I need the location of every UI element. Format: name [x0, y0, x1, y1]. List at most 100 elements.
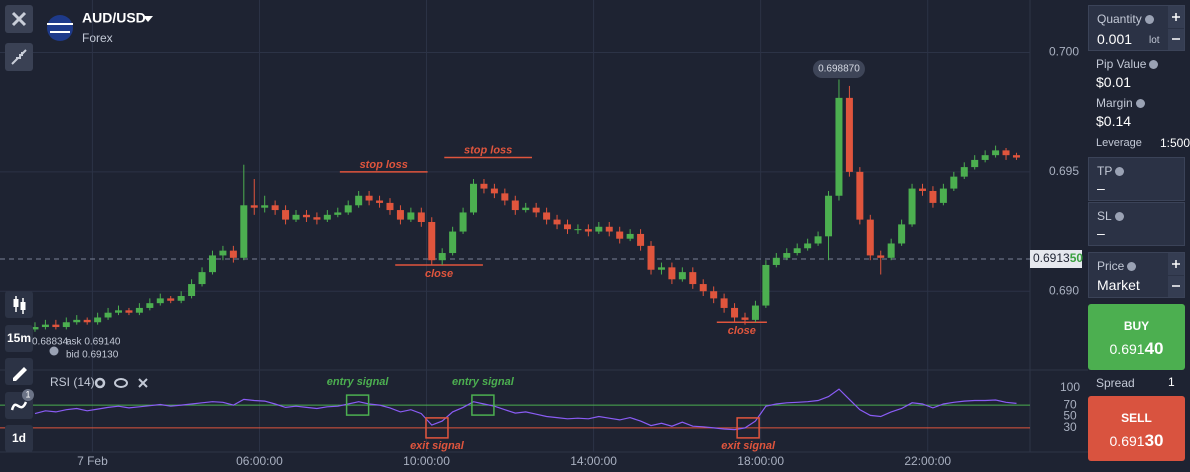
settings-icon[interactable] — [94, 377, 106, 389]
candle-body — [731, 307, 739, 318]
spread-label: Spread — [1096, 376, 1135, 390]
candle-body — [668, 267, 676, 280]
close-icon — [11, 11, 27, 27]
candle-body — [490, 188, 498, 194]
candle-body — [626, 233, 634, 239]
x-tick-label: 06:00:00 — [236, 454, 283, 468]
sl-value: – — [1097, 225, 1105, 241]
visibility-icon[interactable] — [114, 378, 128, 388]
candle-body — [417, 212, 425, 222]
candle-body — [240, 205, 248, 258]
buy-button[interactable]: BUY 0.69140 — [1088, 304, 1185, 370]
annotation-label: close — [425, 268, 453, 280]
price-plus[interactable] — [1168, 253, 1184, 275]
symbol[interactable]: AUD/USD — [82, 10, 146, 26]
candle-body — [522, 207, 530, 211]
annotation-label: stop loss — [464, 144, 512, 156]
candle-body — [981, 155, 989, 160]
bid-price: bid 0.69130 — [66, 350, 119, 361]
help-icon[interactable] — [49, 346, 59, 356]
signal-label: exit signal — [721, 440, 776, 452]
sell-price-pips: 30 — [1144, 431, 1164, 450]
plot-area: 0.690 0.695 0.700 7 Feb 06:00:00 10:00:00 14:0… — [0, 0, 1088, 468]
candle-body — [992, 150, 1000, 156]
candle-body — [616, 231, 624, 239]
annotation-label: close — [728, 325, 756, 337]
candle-body — [302, 214, 310, 218]
indicator-count: 1 — [25, 389, 30, 399]
candle-body — [323, 214, 331, 220]
candle-body — [208, 255, 216, 273]
candle-body — [1012, 155, 1020, 158]
candle-body — [282, 210, 290, 220]
candle-body — [1002, 150, 1010, 156]
candle-body — [480, 183, 488, 189]
quantity-minus[interactable] — [1168, 29, 1184, 50]
candle-body — [167, 298, 175, 301]
signal-label: entry signal — [452, 376, 515, 388]
candle-body — [334, 212, 342, 215]
candle-body — [898, 224, 906, 244]
candle-body — [94, 317, 102, 323]
candle-body — [689, 272, 697, 285]
sell-button[interactable]: SELL 0.69130 — [1088, 396, 1185, 461]
candle-body — [83, 319, 91, 323]
tp-box[interactable]: TP – — [1088, 157, 1185, 201]
draw-button[interactable] — [5, 358, 33, 385]
sl-label: SL — [1097, 209, 1112, 223]
candle-body — [188, 284, 196, 296]
candle-body — [939, 188, 947, 203]
candle-body — [135, 307, 143, 313]
ask-price: ask 0.69140 — [66, 337, 121, 348]
pip-value-label: Pip Value — [1096, 57, 1159, 71]
candle-body — [428, 222, 436, 261]
candle-body — [386, 202, 394, 211]
rsi-tick-label: 50 — [1063, 409, 1077, 423]
margin-value: $0.14 — [1096, 113, 1132, 129]
candle-body — [146, 303, 154, 308]
symbol-dropdown[interactable] — [143, 16, 153, 22]
leverage-value: 1:500 — [1160, 136, 1190, 150]
candle-body — [637, 233, 645, 246]
candle-body — [793, 248, 801, 254]
price-minus[interactable] — [1168, 276, 1184, 297]
leverage-label: Leverage — [1096, 137, 1142, 149]
candle-body — [365, 195, 373, 201]
candle-body — [741, 317, 749, 320]
remove-icon[interactable] — [138, 378, 148, 388]
candle-body — [438, 253, 446, 261]
candle-body — [751, 305, 759, 320]
candle-body — [31, 327, 39, 330]
sl-box[interactable]: SL – — [1088, 202, 1185, 246]
candle-body — [449, 231, 457, 254]
sell-price: 0.691 — [1109, 433, 1145, 449]
quantity-plus[interactable] — [1168, 6, 1184, 28]
rsi-tick-label: 30 — [1063, 420, 1077, 434]
candle-body — [563, 224, 571, 230]
candle-body — [125, 310, 133, 313]
period-button[interactable] — [5, 425, 33, 452]
price-box[interactable]: Price Market — [1088, 252, 1185, 298]
pip-value: $0.01 — [1096, 74, 1132, 90]
candle-body — [647, 245, 655, 270]
x-tick-label: 10:00:00 — [403, 454, 450, 468]
timeframe-button[interactable] — [5, 325, 33, 352]
candle-body — [470, 183, 478, 213]
candle-body — [908, 188, 916, 225]
candle-body — [73, 319, 81, 323]
flag-icon — [47, 15, 73, 41]
candle-body — [219, 250, 227, 256]
candle-body — [574, 229, 582, 231]
indicator-badge — [22, 389, 34, 401]
spread-value: 1 — [1168, 375, 1175, 389]
chart-type-button[interactable] — [5, 291, 33, 318]
candle-body — [699, 284, 707, 292]
market: Forex — [82, 31, 113, 45]
collapse-icon — [11, 49, 27, 65]
candle-body — [835, 97, 843, 196]
candle-body — [459, 212, 467, 232]
candle-body — [584, 229, 592, 232]
candle-body — [543, 212, 551, 220]
x-tick-label: 22:00:00 — [904, 454, 951, 468]
